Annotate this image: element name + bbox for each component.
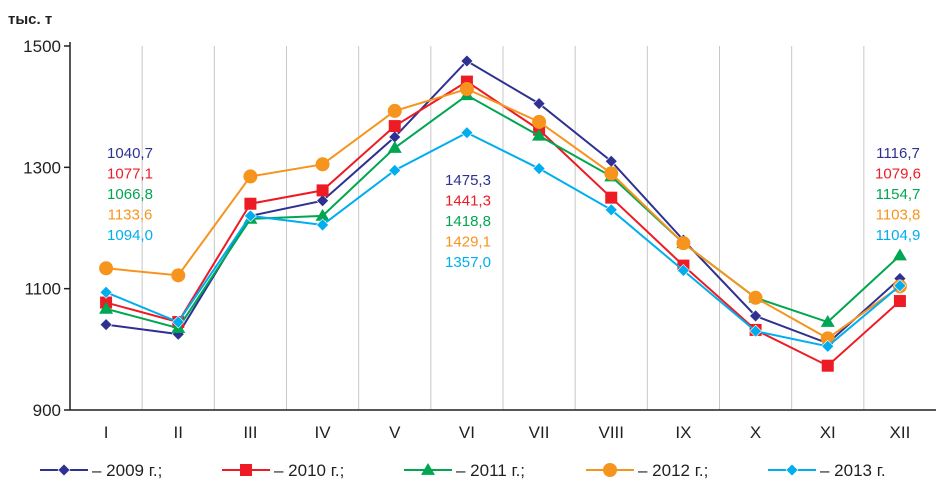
data-point-marker [676,264,690,277]
y-tick-label: 1300 [23,158,61,177]
data-point-marker [532,162,546,175]
series-group [99,126,907,353]
data-point-marker [57,463,71,477]
x-tick-label: IV [315,423,332,442]
data-point-marker [785,463,799,477]
data-label: 1418,8 [445,213,491,230]
data-point-marker [315,208,330,221]
data-point-marker [316,184,329,197]
axes [64,42,936,411]
data-point-marker [604,166,619,181]
data-label: 1079,6 [875,166,921,183]
series-line [105,87,901,340]
legend-label: – 2013 г. [820,461,886,480]
data-point-marker [315,157,330,172]
data-point-marker [244,197,257,210]
data-label: 1103,8 [876,207,921,224]
data-point-marker [892,248,907,261]
series-line [105,131,901,348]
x-tick-label: I [104,423,109,442]
data-point-marker [388,163,402,177]
x-tick-label: II [174,423,183,442]
data-point-marker [316,194,330,208]
data-point-marker [99,318,113,332]
data-point-marker [459,82,474,97]
data-point-marker [460,54,474,68]
y-axis-label: тыс. т [8,11,52,28]
x-tick-label: XII [890,423,911,442]
data-label: 1133,6 [108,207,153,224]
x-tick-label: V [389,423,401,442]
x-tick-label: XI [820,423,836,442]
data-point-marker [532,128,547,141]
y-tick-label: 1500 [23,37,61,56]
data-point-marker [460,126,474,140]
data-point-marker [820,331,835,346]
x-tick-labels: I II III IV V VI VII VIII IX X XI XII [104,423,911,442]
legend-label: – 2011 г.; [456,461,525,480]
data-label: 1357,0 [445,254,491,271]
data-point-marker [821,339,835,353]
series-line [105,94,901,330]
legend-label: – 2010 г.; [274,461,344,480]
legend-item: – 2011 г.; [404,461,525,480]
data-point-marker [893,279,907,293]
data-label: 1104,9 [876,227,921,244]
series-lines [99,54,907,372]
data-label: 1475,3 [445,172,491,189]
legend-item: – 2010 г.; [222,461,344,480]
data-label: 1441,3 [445,193,491,210]
data-point-marker [532,114,547,129]
data-point-marker [749,309,763,323]
data-point-marker [240,464,252,476]
data-point-marker [749,324,763,338]
data-point-marker [893,295,906,308]
data-point-marker [388,120,401,133]
data-label: 1040,7 [107,145,153,162]
legend-item: – 2009 г.; [40,461,162,480]
legend-item: – 2013 г. [768,461,886,480]
data-point-marker [532,97,546,111]
data-point-marker [387,103,402,118]
legend: – 2009 г.; – 2010 г.; – 2011 г.; – 2012 г.;… [40,461,886,480]
data-point-marker [99,261,114,276]
data-point-marker [243,169,258,184]
data-point-marker [676,236,691,251]
data-point-marker [820,315,835,327]
y-tick-labels: 900 1100 1300 1500 [23,37,61,420]
gridlines [141,46,865,410]
data-point-marker [821,359,834,372]
data-point-marker [748,290,763,305]
legend-label: – 2009 г.; [92,461,162,480]
data-point-marker [171,315,185,329]
data-point-marker [171,268,186,283]
data-point-marker [604,203,618,217]
data-label: 1066,8 [107,186,153,203]
x-tick-label: X [750,423,761,442]
data-point-marker [605,191,618,204]
x-tick-label: VI [459,423,475,442]
data-point-marker [243,209,257,223]
data-point-marker [603,463,617,477]
x-tick-label: III [243,423,257,442]
data-point-marker [99,285,113,299]
data-point-marker [387,140,402,153]
y-tick-label: 1100 [24,280,61,299]
legend-label: – 2012 г.; [638,461,708,480]
x-tick-label: VIII [598,423,624,442]
data-label: 1077,1 [107,166,153,183]
data-label: 1154,7 [876,186,921,203]
data-label: 1094,0 [107,227,153,244]
data-label: 1429,1 [445,234,491,251]
x-tick-label: IX [675,423,691,442]
x-tick-label: VII [529,423,550,442]
data-annotations: 1040,7 1077,1 1066,8 1133,6 1094,0 1475,3 1441… [107,145,921,271]
legend-item: – 2012 г.; [586,461,708,480]
y-tick-label: 900 [33,401,61,420]
data-label: 1116,7 [876,145,920,162]
data-point-marker [421,463,435,475]
data-point-marker [99,301,114,314]
data-point-marker [316,218,330,232]
